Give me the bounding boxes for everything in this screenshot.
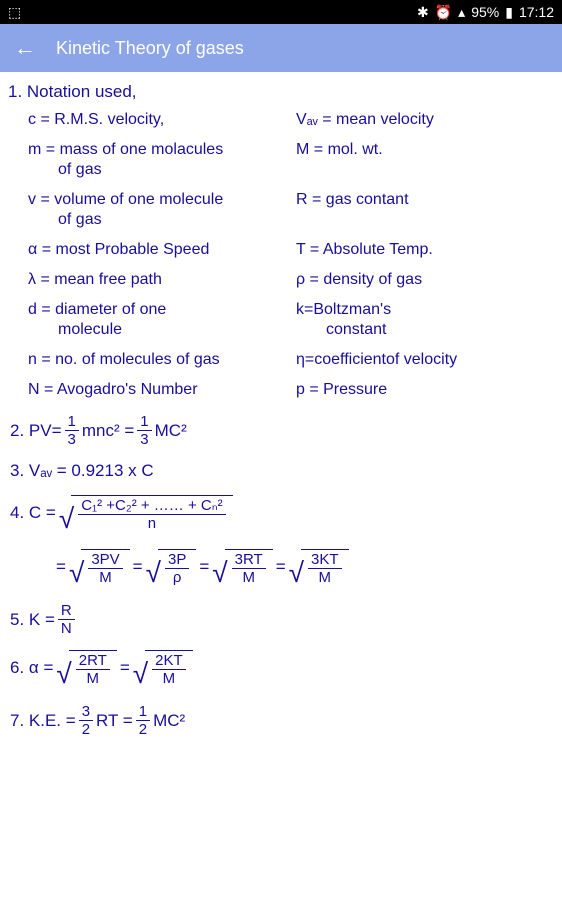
battery-icon: ▮: [505, 4, 513, 21]
pip-icon: ⬚: [8, 4, 21, 21]
formula-4: 4. C = √ C₁² +C₂² + …… + Cₙ²n: [8, 495, 554, 531]
bluetooth-icon: ✱: [417, 4, 429, 21]
back-icon[interactable]: ←: [14, 35, 36, 61]
notation-left: α = most Probable Speed: [28, 240, 286, 260]
notation-grid: c = R.M.S. velocity, Vₐᵥ = mean velocity…: [8, 110, 554, 400]
formula-6: 6. α = √ 2RTM = √ 2KTM: [8, 650, 554, 686]
formula-5: 5. K = RN: [8, 603, 554, 636]
notation-left: v = volume of one moleculeof gas: [28, 190, 286, 230]
content: 1. Notation used, c = R.M.S. velocity, V…: [0, 72, 562, 761]
signal-icon: ▴: [458, 4, 465, 21]
clock: 17:12: [519, 4, 554, 20]
alarm-icon: ⏰: [435, 4, 452, 21]
notation-right: k=Boltzman'sconstant: [296, 300, 554, 340]
notation-left: c = R.M.S. velocity,: [28, 110, 286, 130]
notation-left: d = diameter of onemolecule: [28, 300, 286, 340]
app-bar: ← Kinetic Theory of gases: [0, 24, 562, 72]
battery-percent: 95%: [471, 4, 499, 20]
page-title: Kinetic Theory of gases: [56, 38, 244, 59]
notation-right: ρ = density of gas: [296, 270, 554, 290]
notation-right: η=coefficientof velocity: [296, 350, 554, 370]
notation-right: p = Pressure: [296, 380, 554, 400]
formula-4b: = √ 3PVM = √ 3Pρ = √ 3RTM = √ 3KTM: [8, 549, 554, 585]
status-bar: ⬚ ✱ ⏰ ▴ 95% ▮ 17:12: [0, 0, 562, 24]
notation-right: Vₐᵥ = mean velocity: [296, 110, 554, 130]
formula-7: 7. K.E. = 32 RT = 12 MC²: [8, 704, 554, 737]
formula-2: 2. PV= 13 mnc² = 13 MC²: [8, 414, 554, 447]
section-heading: 1. Notation used,: [8, 82, 554, 102]
status-right: ✱ ⏰ ▴ 95% ▮ 17:12: [417, 4, 554, 21]
formula-3: 3. Vₐᵥ = 0.9213 x C: [8, 461, 554, 481]
notation-left: N = Avogadro's Number: [28, 380, 286, 400]
notation-right: M = mol. wt.: [296, 140, 554, 180]
notation-right: T = Absolute Temp.: [296, 240, 554, 260]
status-left: ⬚: [8, 4, 21, 21]
notation-right: R = gas contant: [296, 190, 554, 230]
notation-left: m = mass of one molaculesof gas: [28, 140, 286, 180]
notation-left: n = no. of molecules of gas: [28, 350, 286, 370]
notation-left: λ = mean free path: [28, 270, 286, 290]
